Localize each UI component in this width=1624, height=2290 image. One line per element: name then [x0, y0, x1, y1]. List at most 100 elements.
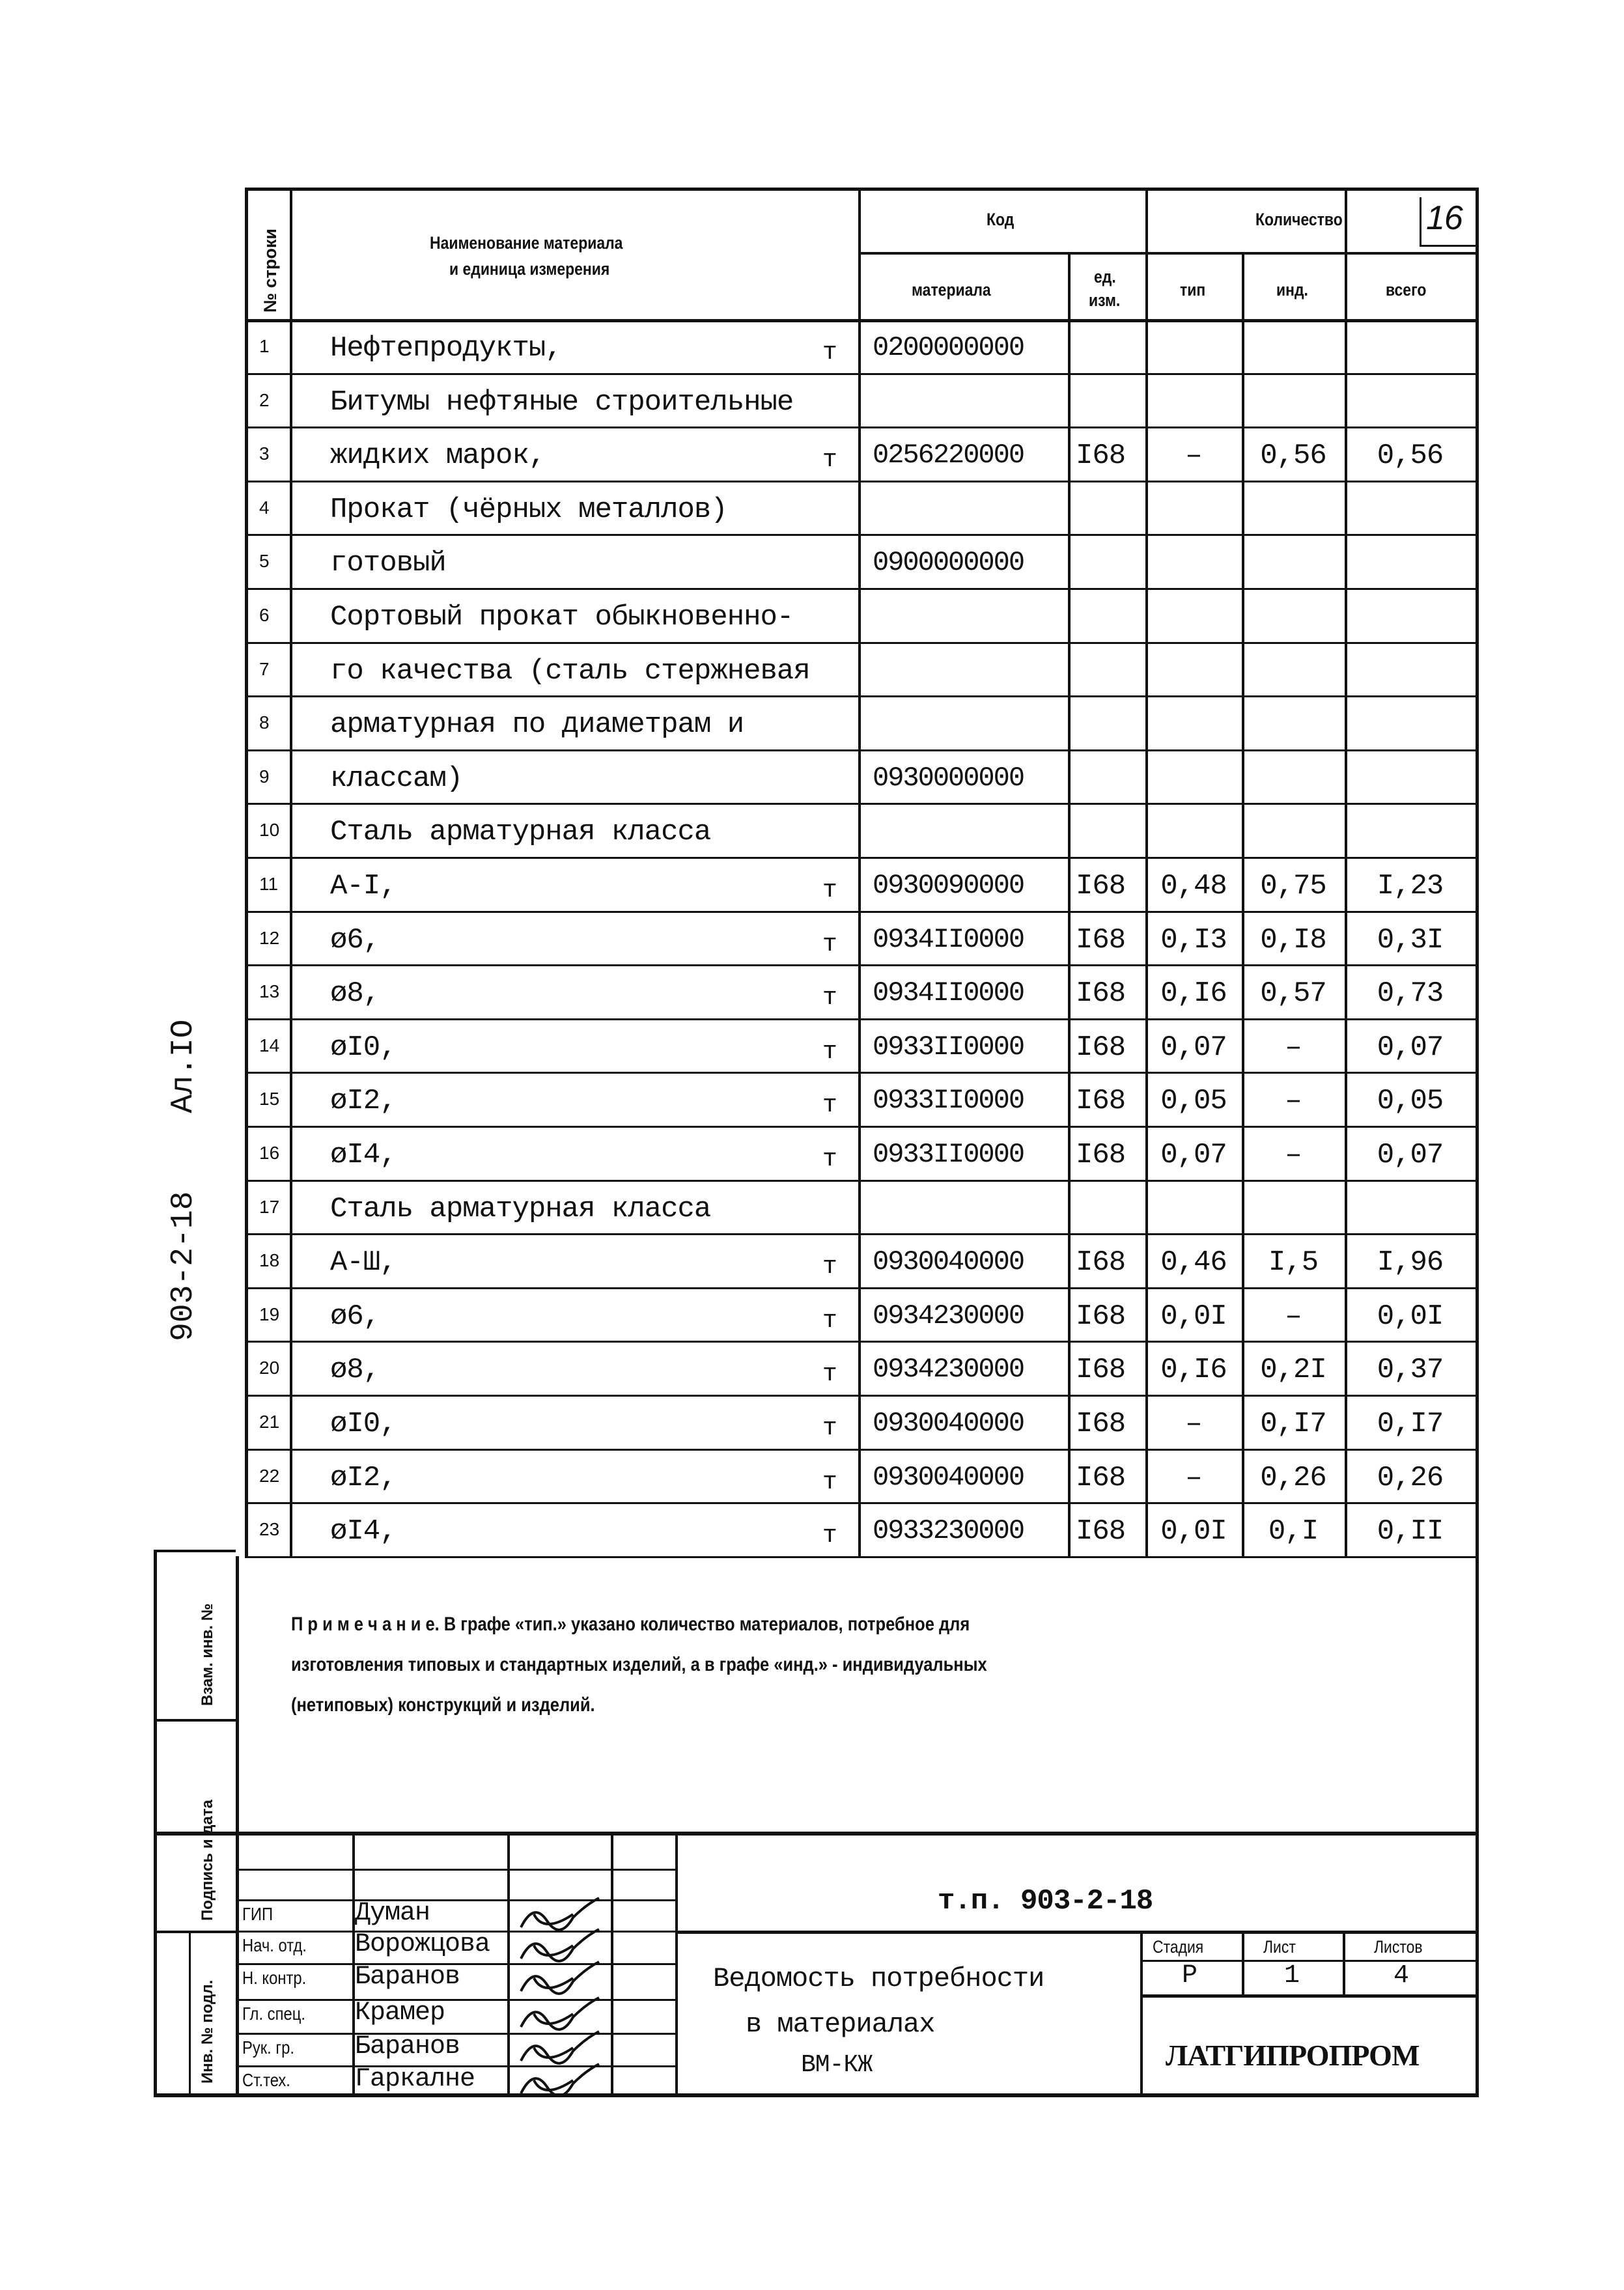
qty-typ: 0,05 [1160, 1085, 1227, 1118]
stage-header-line [1140, 1960, 1476, 1962]
row-line [245, 1341, 1476, 1343]
strip-divider [154, 1931, 236, 1933]
row-line [245, 1179, 1476, 1182]
material-code: 0934II0000 [873, 977, 1025, 1009]
row-line [245, 1072, 1476, 1074]
stage-column-line [1242, 1931, 1244, 1996]
qty-total: 0,II [1377, 1515, 1444, 1548]
stage-column-line [1343, 1931, 1345, 1996]
title-row-line [236, 2033, 675, 2035]
material-code: 0930090000 [873, 870, 1025, 901]
strip-left [154, 1550, 157, 2093]
material-name: Нефтепродукты, [330, 332, 563, 365]
organization-name: ЛАТГИПРОПРОМ [1166, 2039, 1420, 2072]
unit-label: т [822, 1522, 837, 1550]
strip-divider [154, 1719, 236, 1722]
header-mid-line [858, 252, 1476, 255]
qty-total: 0,0I [1377, 1300, 1444, 1333]
unit-code: I68 [1076, 1515, 1126, 1548]
material-name: øI2, [330, 1085, 397, 1118]
unit-label: т [822, 1414, 837, 1442]
qty-typ: 0,07 [1160, 1139, 1227, 1171]
qty-typ: – [1185, 440, 1202, 473]
unit-code: I68 [1076, 1354, 1126, 1387]
header-code-unit: ед. [1094, 267, 1116, 286]
qty-ind: 0,I7 [1260, 1408, 1327, 1440]
row-number: 11 [259, 874, 279, 894]
qty-typ: 0,I6 [1160, 977, 1227, 1011]
header-code-material: материала [912, 280, 991, 300]
material-name: го качества (сталь стержневая [330, 654, 811, 688]
unit-code: I68 [1076, 977, 1126, 1011]
material-name: øI4, [330, 1139, 397, 1171]
table-border-left [245, 188, 248, 1556]
person-name: Баранов [355, 1962, 460, 1992]
strip-inner-line [189, 1931, 191, 2093]
material-name: жидких марок, [330, 440, 546, 473]
material-code: 0930040000 [873, 1461, 1025, 1493]
title-row-line [236, 1869, 675, 1871]
row-number: 1 [259, 336, 270, 356]
title-row-line [236, 1931, 675, 1933]
person-name: Крамер [355, 1998, 445, 2028]
signature-icon [520, 1961, 600, 1995]
row-line [245, 1556, 1476, 1558]
column-line [1242, 252, 1244, 1556]
row-line [245, 1502, 1476, 1505]
strip-label: Взам. инв. № [199, 1603, 216, 1706]
material-code: 0934230000 [873, 1354, 1025, 1386]
qty-ind: 0,57 [1260, 977, 1327, 1011]
person-name: Ворожцова [355, 1930, 490, 1959]
person-name: Баранов [355, 2032, 460, 2061]
title-block-right [1476, 1832, 1479, 2093]
unit-code: I68 [1076, 870, 1126, 902]
qty-ind: 0,I8 [1260, 923, 1327, 956]
sheet-mark-box [1420, 197, 1421, 246]
material-name: Сталь арматурная класса [330, 816, 711, 849]
row-number: 16 [259, 1143, 280, 1163]
material-name: А-Ш, [330, 1246, 397, 1279]
row-number: 15 [259, 1089, 280, 1110]
header-qty-typ: тип [1180, 280, 1206, 300]
column-line [1345, 188, 1347, 1556]
title-column-line [352, 1832, 355, 2093]
qty-ind: 0,I [1268, 1515, 1319, 1548]
unit-label: т [822, 1253, 837, 1281]
material-name: А-I, [330, 870, 397, 902]
unit-code: I68 [1076, 1085, 1126, 1118]
unit-code: I68 [1076, 923, 1126, 956]
title-column-line [675, 1832, 678, 2093]
unit-label: т [822, 1306, 837, 1335]
row-line [245, 1287, 1476, 1289]
document-code: т.п. 903-2-18 [938, 1885, 1153, 1918]
title-row-line [236, 1999, 675, 2001]
qty-ind: – [1285, 1085, 1302, 1118]
signature-icon [520, 2030, 600, 2065]
row-number: 7 [259, 658, 270, 679]
row-line [245, 1018, 1476, 1020]
material-name: øI0, [330, 1408, 397, 1440]
row-number: 17 [259, 1196, 280, 1217]
row-line [245, 964, 1476, 967]
material-name: Сортовый прокат обыкновенно- [330, 601, 794, 634]
material-code: 0933II0000 [873, 1085, 1025, 1117]
sheet-mark: 16 [1426, 199, 1463, 237]
title-row-line [236, 2065, 675, 2067]
qty-typ: 0,I6 [1160, 1354, 1227, 1387]
header-name: Наименование материала [430, 233, 623, 253]
row-line [245, 426, 1476, 429]
qty-ind: 0,26 [1260, 1461, 1327, 1494]
unit-label: т [822, 930, 837, 958]
row-line [245, 1233, 1476, 1236]
qty-ind: I,5 [1268, 1246, 1319, 1279]
material-name: Битумы нефтяные строительные [330, 385, 794, 419]
row-number: 18 [259, 1250, 280, 1271]
qty-typ: 0,0I [1160, 1515, 1227, 1548]
qty-total: I,96 [1377, 1246, 1444, 1279]
strip-top [154, 1550, 236, 1552]
material-name: øI2, [330, 1461, 397, 1494]
row-line [245, 910, 1476, 913]
stage-bottom-line [1140, 1994, 1476, 1998]
qty-typ: 0,46 [1160, 1246, 1227, 1279]
qty-ind: – [1285, 1300, 1302, 1333]
